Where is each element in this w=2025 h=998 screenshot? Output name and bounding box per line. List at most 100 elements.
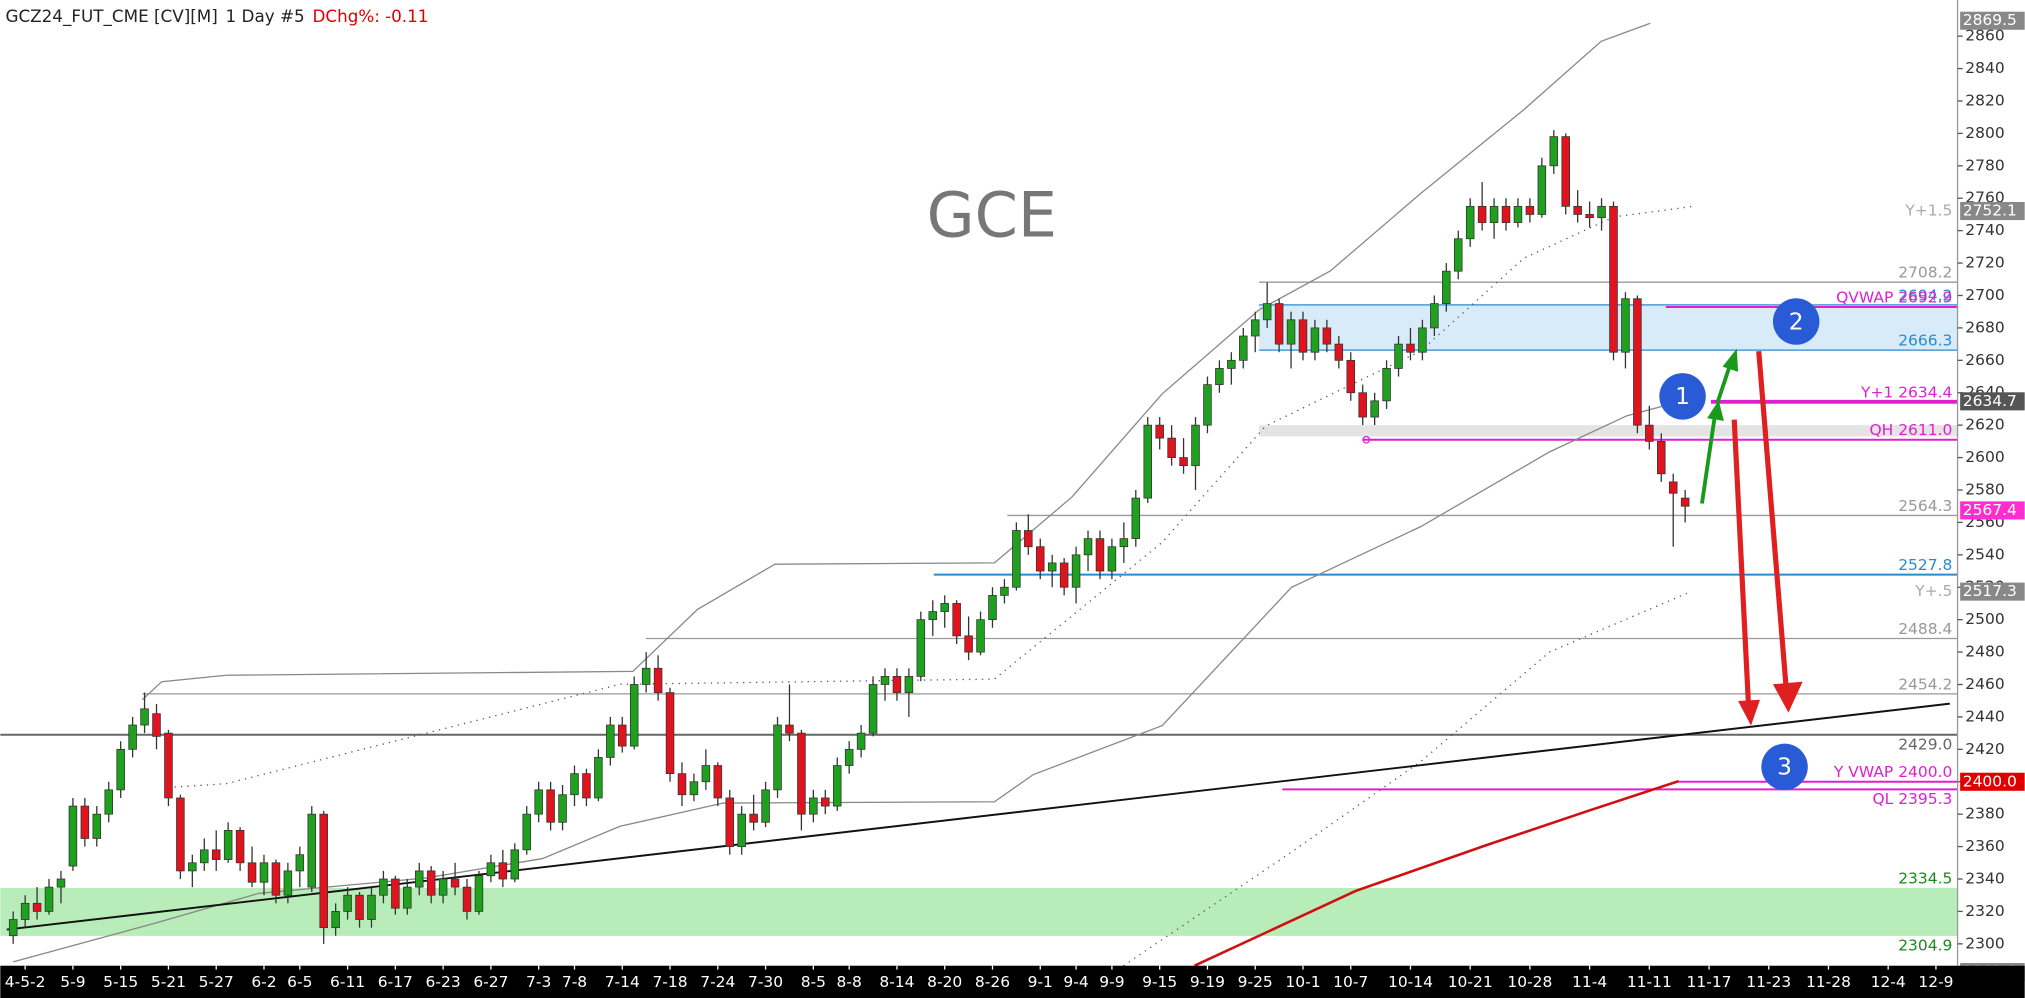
candle-body [582,773,591,799]
candle-body [1477,205,1487,223]
y-tick-label: 2680 [1965,318,2004,336]
candle-body [1024,530,1033,548]
candle-body [403,886,412,909]
candle-body [797,732,806,815]
marker-label: 2 [1789,308,1804,335]
level-label: Y+1 2634.4 [1860,383,1952,401]
price-tag [1960,202,2025,221]
candle-body [653,667,663,693]
candle-body [1143,424,1153,499]
x-tick-label: 5-15 [103,973,138,991]
y-tick-label: 2720 [1965,254,2004,272]
candle-body [1430,303,1439,329]
x-tick-label: 10-1 [1285,973,1320,991]
candle-body [1561,136,1570,207]
candle-body [606,724,615,758]
y-tick-label: 2460 [1965,675,2004,693]
level-label: 2708.2 [1898,264,1952,282]
candle-body [1645,424,1654,442]
level-marker [1362,435,1371,444]
candle-body [1179,457,1188,467]
x-tick-label: 11-23 [1746,973,1791,991]
level-label: 2304.9 [1898,937,1952,955]
x-tick-label: 10-21 [1448,973,1493,991]
candle-body [785,724,794,734]
candle-body [271,862,281,896]
marker-circle [1659,373,1706,420]
candle-body [414,870,424,888]
candle-body [1358,392,1367,418]
price-tag-label: 2517.3 [1963,582,2017,600]
arrow-head [1772,681,1803,713]
candle-body [200,849,209,864]
y-tick-label: 2340 [1965,870,2004,888]
level-label: 2454.2 [1898,675,1952,693]
lower-band [13,404,1666,963]
candle-body [116,748,125,791]
candle-body [618,724,627,747]
x-tick-label: 6-11 [330,973,365,991]
price-tag [1960,772,2025,791]
candle-body [1585,214,1594,219]
candle-body [1131,497,1141,540]
candle-body [1633,298,1642,426]
candle-body [534,789,543,815]
x-tick-label: 8-8 [837,973,862,991]
candle-body [522,813,531,851]
x-tick-label: 11-4 [1572,973,1607,991]
y-tick-label: 2780 [1965,156,2004,174]
candle-body [725,797,735,847]
candle-body [1286,319,1296,345]
candle-body [904,676,914,693]
candle-body [176,797,185,872]
x-tick-label: 5-27 [199,973,234,991]
candle-body [1668,481,1678,494]
candle-body [1119,538,1129,548]
arrows [1700,348,1803,726]
candle-body [1167,437,1176,458]
x-tick-label: 8-20 [927,973,962,991]
x-tick-label: 6-2 [251,973,276,991]
price-tag [1960,501,2025,520]
price-tags: 2869.52752.12634.72567.42517.32400.02282… [1960,11,2025,982]
x-tick-label: 7-24 [700,973,735,991]
y-tick-label: 2360 [1965,837,2004,855]
candle-body [295,854,305,872]
candle-body [701,765,711,783]
level-label: QH 2611.0 [1869,421,1952,439]
candle-body [474,875,484,912]
x-tick-label: 6-27 [473,973,508,991]
candle-body [641,667,651,685]
price-tag-label: 2752.1 [1963,202,2017,220]
level-label: 2488.4 [1898,620,1952,638]
x-axis: 4-5-2 5-9 5-15 5-21 5-27 6-2 6-5 6-11 6-17 6-23 6-… [5,965,1954,991]
price-tag-label: 2634.7 [1963,392,2017,410]
candle-body [1239,335,1248,361]
candle-body [1657,440,1666,475]
indicators [6,22,1950,967]
candle-body [355,894,364,920]
arrow-line [1756,350,1789,685]
price-axis [1957,0,2025,966]
candle-body [773,724,782,791]
candle-body [462,886,472,912]
candle-body [713,765,723,799]
candle-body [1537,165,1547,215]
date-axis [0,965,2025,998]
arrow-head [1722,348,1739,372]
candle-body [1334,343,1344,361]
level-label: 2694.2 [1898,286,1952,304]
candles [8,130,1690,944]
candle-body [1155,424,1164,439]
price-tag-label: 2869.5 [1963,11,2017,29]
candle-body [844,748,854,766]
candle-body [1107,546,1117,572]
candle-body [247,862,257,883]
x-tick-label: 7-14 [605,973,640,991]
candle-body [1513,205,1523,223]
candle-body [68,805,78,867]
price-tag [1960,392,2025,411]
